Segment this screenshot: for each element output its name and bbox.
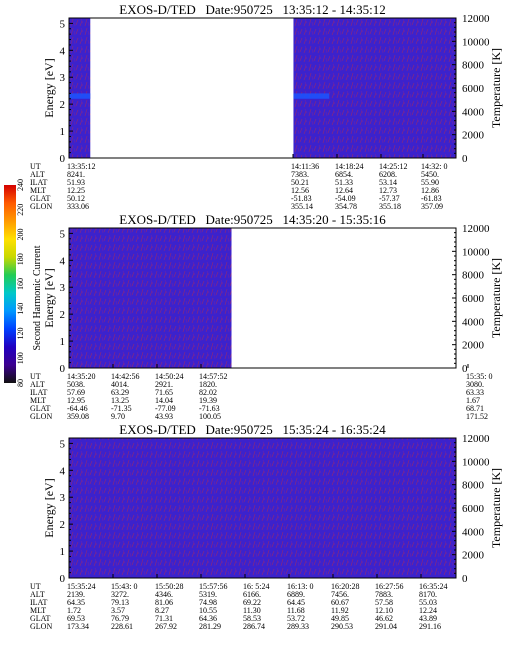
panel-3-right-tick-label: 0 [462, 573, 468, 585]
panel-2-ephemeris-column: 15:35: 0 3080. 63.33 1.67 68.71 171.52 [466, 372, 493, 421]
colorbar-tick-label: 140 [16, 303, 25, 315]
panel-3-title: EXOS-D/TED Date:950725 15:35:24 - 16:35:… [119, 422, 386, 437]
panel-2-ephemeris-column: 14:50:24 2921. 71.65 14.04 -77.09 43.93 [155, 372, 184, 421]
panel-1-ephemeris-column: 14:32: 0 5450. 55.90 12.86 -61.83 357.09 [421, 162, 448, 211]
panel-1-right-tick-label: 10000 [462, 36, 490, 48]
panel-3-left-tick-label: 5 [60, 438, 66, 450]
colorbar-label: Second Harmonic Current [32, 245, 43, 350]
panel-1-left-tick-label: 0 [60, 153, 66, 165]
panel-3-left-tick-label: 3 [60, 492, 66, 504]
panel-1-title: EXOS-D/TED Date:950725 13:35:12 - 14:35:… [119, 2, 386, 17]
panel-3-right-tick-label: 8000 [462, 480, 485, 492]
panel-1-feature-band-2 [293, 93, 330, 99]
panel-2-right-tick-label: 10000 [462, 246, 490, 258]
panel-3-y-axis-label: Energy [eV] [42, 478, 56, 537]
panel-3-data-segment-1 [69, 438, 456, 578]
colorbar [4, 185, 16, 383]
panel-2-y-axis-label: Energy [eV] [42, 268, 56, 327]
panel-3-ephemeris-column: 16:20:28 7456. 60.67 11.92 49.85 290.53 [331, 582, 360, 631]
colorbar-tick-label: 180 [16, 253, 25, 265]
panel-3-right-tick-label: 2000 [462, 550, 485, 562]
panel-3-ephemeris-column: 15:50:28 4346. 81.06 8.27 71.31 267.92 [155, 582, 184, 631]
panel-1-left-tick-label: 1 [60, 126, 66, 138]
panel-2-right-tick-label: 6000 [462, 293, 485, 305]
panel-2-right-tick-label: 2000 [462, 340, 485, 352]
panel-1-right-axis-label: Temperature [K] [489, 48, 503, 128]
panel-1-left-tick-label: 2 [60, 99, 66, 111]
panel-1-ephemeris-column: 14:11:36 7383. 50.21 12.56 -51.83 355.14 [291, 162, 320, 211]
panel-1-feature-band-1 [69, 93, 91, 99]
panel-2-left-tick-label: 3 [60, 282, 66, 294]
panel-1-y-axis-label: Energy [eV] [42, 58, 56, 117]
colorbar-tick-label: 160 [16, 278, 25, 290]
panel-1-data-segment-1 [69, 18, 91, 158]
panel-2-left-tick-label: 0 [60, 363, 66, 375]
panel-1-right-tick-label: 2000 [462, 130, 485, 142]
panel-1-left-tick-label: 5 [60, 18, 66, 30]
panel-2-ephemeris-labels: UT ALT ILAT MLT GLAT GLON [30, 372, 53, 421]
panel-1-ephemeris-column: 14:18:24 6854. 51.33 12.64 -54.09 354.78 [335, 162, 364, 211]
panel-1-right-tick-label: 8000 [462, 60, 485, 72]
colorbar-tick-label: 120 [16, 328, 25, 340]
panel-2-right-tick-label: 12000 [462, 223, 490, 235]
panel-2-left-tick-label: 2 [60, 309, 66, 321]
panel-3-right-tick-label: 6000 [462, 503, 485, 515]
panel-3-right-axis-label: Temperature [K] [489, 468, 503, 548]
panel-3-ephemeris-column: 15:35:24 2139. 64.35 1.72 69.53 173.34 [67, 582, 96, 631]
colorbar-tick-label: 100 [16, 352, 25, 364]
panel-1-ephemeris-column: 14:25:12 6208. 53.14 12.73 -57.37 355.18 [379, 162, 408, 211]
panel-2-data-segment-1 [69, 228, 232, 368]
panel-1-left-tick-label: 3 [60, 72, 66, 84]
panel-2-left-tick-label: 4 [60, 255, 66, 267]
panel-3-ephemeris-column: 16:35:24 8170. 55.03 12.24 43.89 291.16 [419, 582, 448, 631]
panel-2-right-tick-label: 0 [462, 363, 468, 375]
panel-2-right-axis-label: Temperature [K] [489, 258, 503, 338]
panel-2-ephemeris-column: 14:42:56 4014. 63.29 13.25 -71.35 9.70 [111, 372, 140, 421]
panel-1-ephemeris-column: 13:35:12 8241. 51.93 12.25 50.12 333.06 [67, 162, 96, 211]
panel-2-right-tick-label: 8000 [462, 270, 485, 282]
panel-3-right-tick-label: 10000 [462, 456, 490, 468]
panel-3-ephemeris-column: 15:57:56 5319. 74.98 10.55 64.36 281.29 [199, 582, 228, 631]
panel-1-right-tick-label: 4000 [462, 106, 485, 118]
colorbar-tick-label: 80 [16, 379, 25, 387]
panel-3-ephemeris-labels: UT ALT ILAT MLT GLAT GLON [30, 582, 53, 631]
panel-3-left-tick-label: 0 [60, 573, 66, 585]
panel-3-ephemeris-column: 16:13: 0 6889. 64.45 11.68 53.72 289.33 [287, 582, 314, 631]
panel-3-left-tick-label: 2 [60, 519, 66, 531]
panel-3-left-tick-label: 1 [60, 546, 66, 558]
panel-1-data-segment-2 [293, 18, 456, 158]
panel-3-left-tick-label: 4 [60, 465, 66, 477]
panel-3-ephemeris-column: 15:43: 0 3272. 79.13 3.57 76.79 228.61 [111, 582, 138, 631]
panel-2-title: EXOS-D/TED Date:950725 14:35:20 - 15:35:… [119, 212, 386, 227]
colorbar-tick-label: 240 [16, 179, 25, 191]
panel-1-right-tick-label: 6000 [462, 83, 485, 95]
panel-2-right-tick-label: 4000 [462, 316, 485, 328]
panel-3-right-tick-label: 12000 [462, 433, 490, 445]
colorbar-tick-label: 220 [16, 204, 25, 216]
panel-1-left-tick-label: 4 [60, 45, 66, 57]
panel-2-left-tick-label: 5 [60, 228, 66, 240]
panel-1-right-tick-label: 12000 [462, 13, 490, 25]
panel-2-ephemeris-column: 14:35:20 5038. 57.69 12.95 -64.46 359.08 [67, 372, 96, 421]
panel-2-left-tick-label: 1 [60, 336, 66, 348]
panel-2-ephemeris-column: 14:57:52 1820. 82.02 19.39 -71.63 100.05 [199, 372, 228, 421]
panel-3-ephemeris-column: 16:27:56 7883. 57.58 12.10 46.62 291.04 [375, 582, 404, 631]
panel-1-ephemeris-labels: UT ALT ILAT MLT GLAT GLON [30, 162, 53, 211]
colorbar-tick-label: 200 [16, 229, 25, 241]
panel-3-right-tick-label: 4000 [462, 526, 485, 538]
panel-3-ephemeris-column: 16: 5:24 6166. 69.22 11.30 58.53 286.74 [243, 582, 270, 631]
panel-1-right-tick-label: 0 [462, 153, 468, 165]
